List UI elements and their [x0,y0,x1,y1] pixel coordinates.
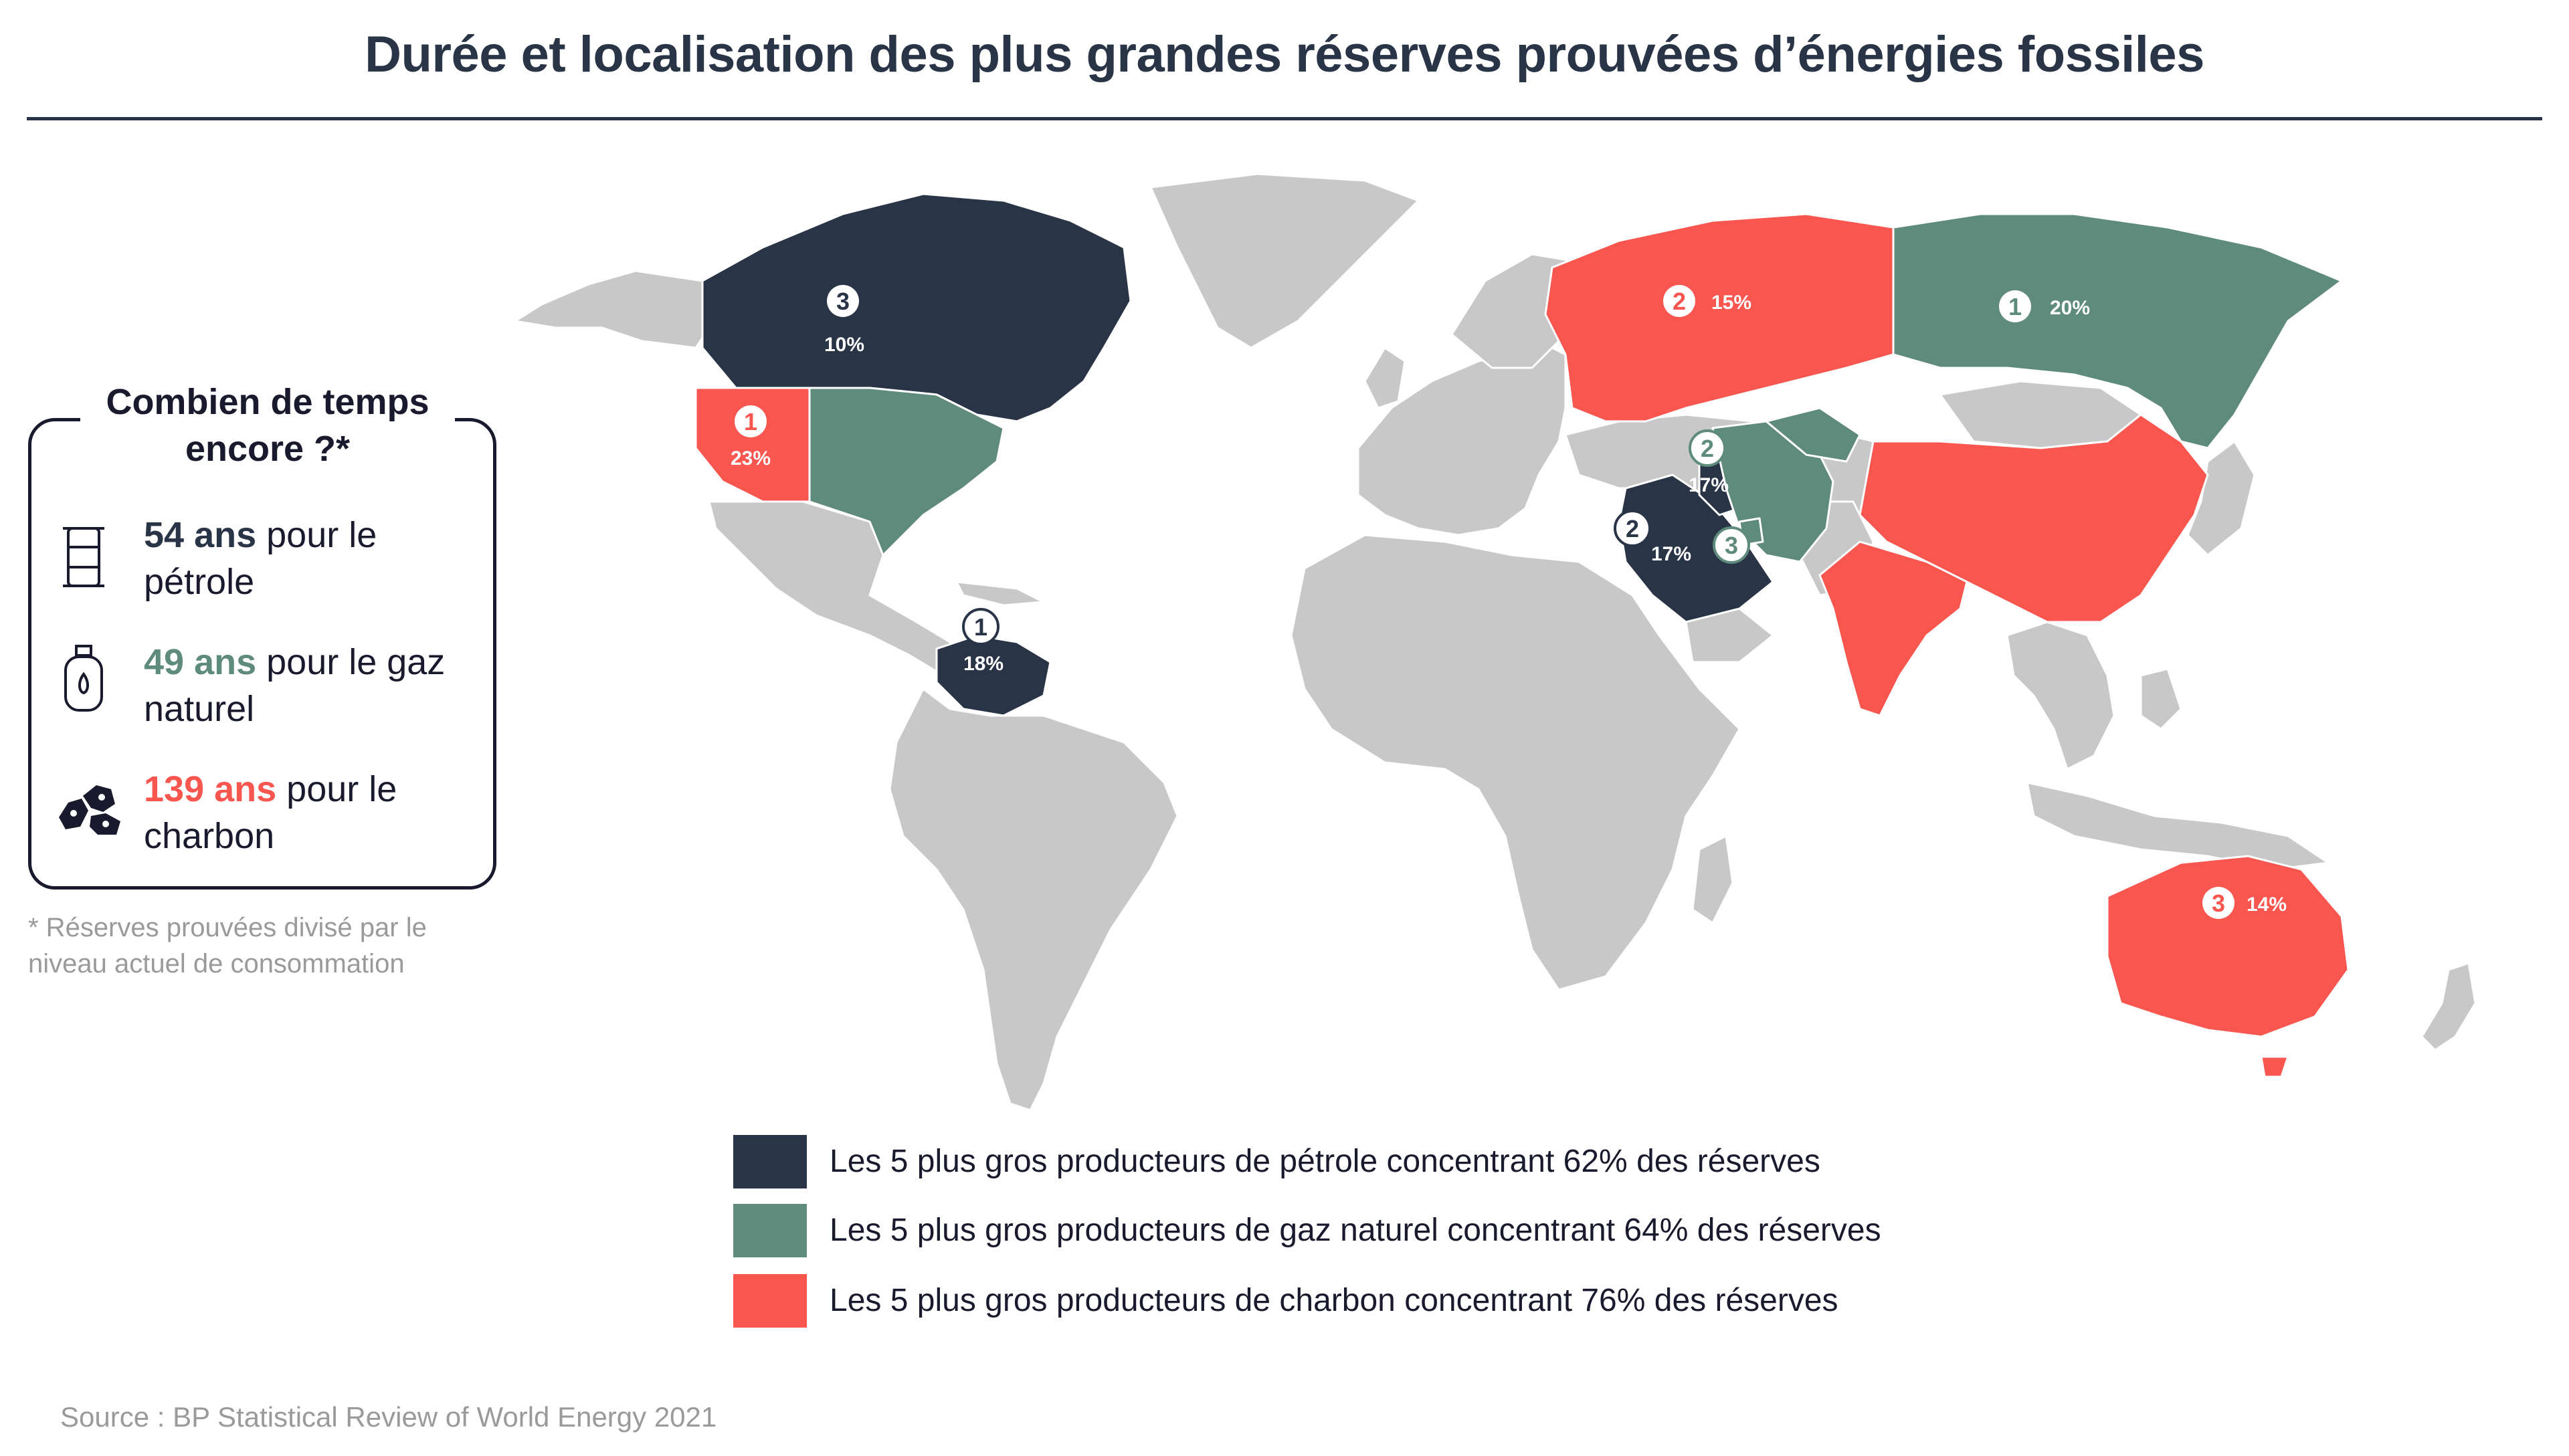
fact-oil-text: pour le [256,515,377,555]
duration-panel-title-line2: encore ?* [185,429,351,469]
title-divider [27,117,2542,120]
legend-swatch-oil [733,1135,807,1188]
region-south-america [888,688,1179,1112]
region-uk [1363,346,1406,409]
legend-label-oil: Les 5 plus gros producteurs de pétrole c… [830,1144,1820,1179]
fact-oil-value: 54 ans [144,515,257,555]
rank-percent: 15% [1711,292,1751,314]
rank-number: 2 [1626,515,1639,542]
fact-gas-value: 49 ans [144,642,257,682]
rank-number: 1 [974,613,987,641]
duration-panel-title: Combien de temps encore ?* [80,379,455,472]
fact-coal-text-2: charbon [144,816,275,856]
marker-qatar: 3 [1713,526,1750,564]
rank-percent: 14% [2247,894,2287,916]
rank-number: 1 [2008,293,2022,320]
rank-number: 2 [1701,435,1714,462]
region-greenland [1149,173,1420,349]
rank-number: 3 [1725,532,1738,559]
rank-markers: 3 10% 1 23% 1 18% 2 15% 1 20% 2 17% 2 17… [731,285,2287,919]
rank-number: 1 [744,408,757,435]
country-usa-west [694,387,811,503]
marker-venezuela: 1 18% [962,608,1004,675]
marker-russia-east: 1 20% [1999,290,2090,322]
region-alaska [514,270,710,349]
rank-number: 3 [2212,890,2225,917]
region-africa [1290,534,1741,991]
marker-australia: 3 14% [2202,887,2287,919]
rank-percent: 18% [963,653,1004,675]
fact-oil: 54 ans pour le pétrole [144,512,492,605]
gas-cylinder-icon [64,645,103,712]
footnote-line2: niveau actuel de consommation [28,949,405,978]
country-india [1818,540,1968,717]
rank-percent: 10% [824,334,864,356]
rank-percent: 17% [1651,543,1691,565]
legend-label-coal: Les 5 plus gros producteurs de charbon c… [830,1283,1838,1318]
region-southeast-asia [2006,621,2115,770]
rank-percent: 20% [2050,297,2090,319]
rank-number: 3 [836,288,850,315]
footnote: * Réserves prouvées divisé par le niveau… [28,910,510,982]
legend-label-gas: Les 5 plus gros producteurs de gaz natur… [830,1213,1881,1248]
page-title: Durée et localisation des plus grandes r… [365,26,2204,83]
country-usa [808,387,1005,556]
marker-russia: 2 15% [1663,285,1751,317]
world-map [514,173,2477,1112]
fact-coal-text: pour le [276,769,397,809]
fact-gas-text: pour le gaz [256,642,446,682]
country-russia-east [1892,213,2343,449]
region-japan [2186,440,2256,556]
coal-lumps-icon [59,785,120,835]
marker-usa: 1 23% [731,405,771,470]
footnote-line1: * Réserves prouvées divisé par le [28,913,427,942]
fact-coal-value: 139 ans [144,769,277,809]
region-caribbean [955,581,1045,607]
rank-percent: 23% [731,447,771,470]
region-madagascar [1691,835,1734,924]
country-tasmania [2260,1055,2289,1078]
duration-panel-title-line1: Combien de temps [106,382,430,422]
country-turkmenistan [1765,407,1861,463]
fact-gas-text-2: naturel [144,689,255,729]
fact-gas: 49 ans pour le gaz naturel [144,639,492,732]
country-australia [2106,855,2350,1038]
rank-number: 2 [1673,288,1686,315]
rank-percent: 17% [1689,474,1729,496]
country-china [1859,413,2209,623]
region-europe [1357,340,1567,536]
marker-canada: 3 10% [824,285,864,356]
fact-oil-text-2: pétrole [144,562,255,602]
marker-iran: 2 17% [1689,429,1729,496]
source-note: Source : BP Statistical Review of World … [60,1401,717,1433]
marker-saudi: 2 17% [1614,510,1691,565]
region-indonesia [2026,781,2329,871]
fact-coal: 139 ans pour le charbon [144,766,492,859]
region-new-zealand [2420,962,2477,1051]
region-philippines [2139,667,2182,730]
oil-barrel-icon [63,527,104,587]
legend-swatch-gas [733,1204,807,1257]
legend-swatch-coal [733,1274,807,1328]
country-russia-west [1544,213,1895,423]
